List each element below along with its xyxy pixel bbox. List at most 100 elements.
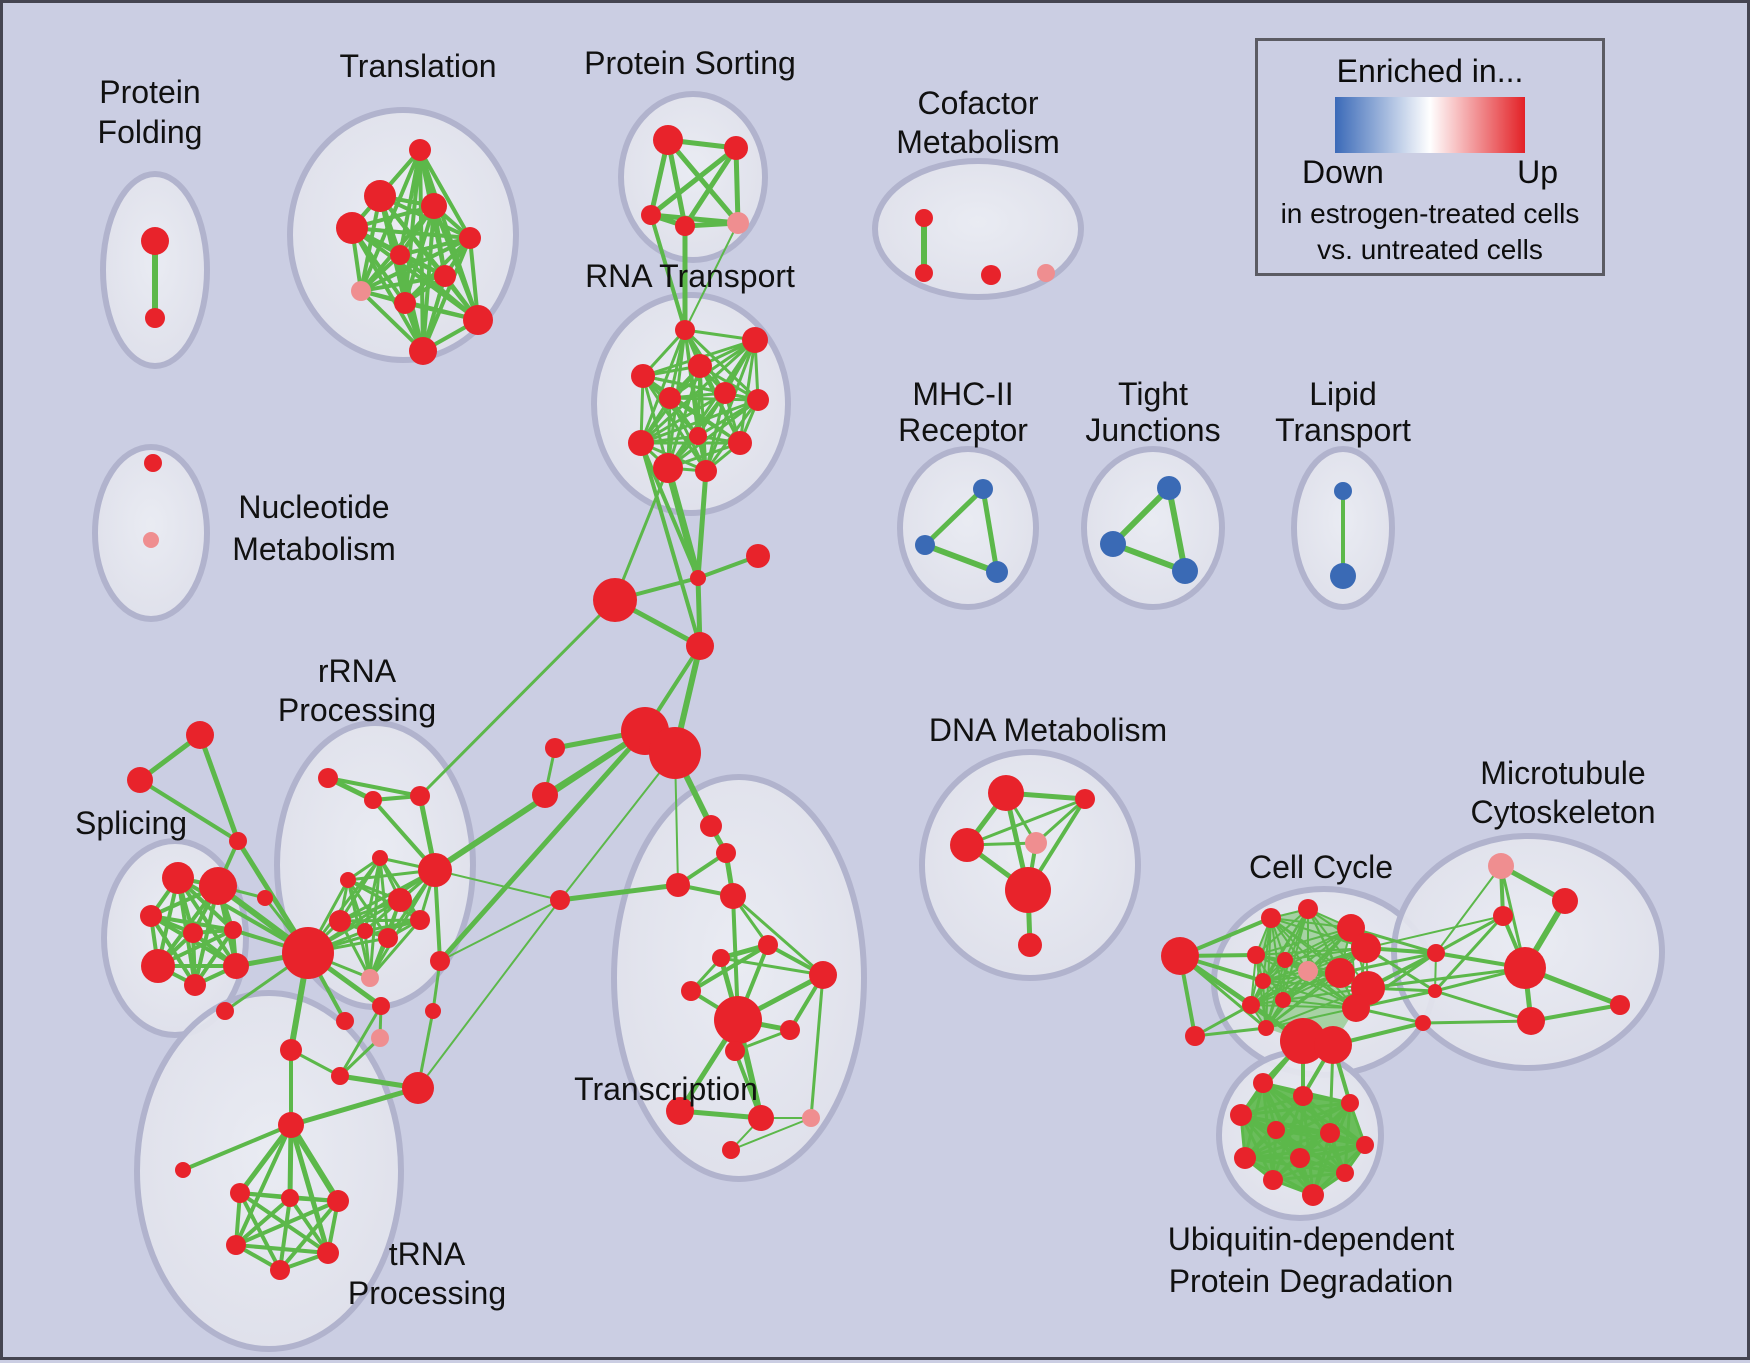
network-node-s1 <box>653 125 683 155</box>
network-node-cc6 <box>1351 933 1381 963</box>
network-edge-mt3-mt4 <box>1529 1003 1622 1023</box>
network-nodes-layer <box>127 125 1630 1280</box>
cluster-label-translation: Translation <box>339 48 496 84</box>
network-node-cc16 <box>1342 994 1370 1022</box>
cluster-label-trna-processing: tRNA Processing <box>348 1236 506 1311</box>
network-node-conn1 <box>550 890 570 910</box>
network-node-ta2 <box>716 843 736 863</box>
cluster-ellipse-tight-junctions <box>1081 446 1225 610</box>
network-node-r7 <box>659 387 681 409</box>
network-edge-t3-t10 <box>432 204 480 322</box>
network-node-u8 <box>1234 1147 1256 1169</box>
network-node-d1 <box>988 775 1024 811</box>
network-node-t6 <box>390 245 410 265</box>
network-edge-cc5-cc12 <box>1262 927 1352 982</box>
network-node-lone <box>175 1162 191 1178</box>
network-node-h5 <box>317 1242 339 1264</box>
network-edge-cc3-cc6 <box>1270 917 1367 949</box>
network-node-t9 <box>394 292 416 314</box>
network-node-s5 <box>727 212 749 234</box>
network-node-sl7 <box>184 974 206 996</box>
network-edge-cn1-mtp <box>1435 865 1502 954</box>
network-edge-s5-r1 <box>684 222 739 331</box>
network-edge-cc10-cc15 <box>1265 972 1341 1029</box>
network-edge-u10-u11 <box>1271 1171 1347 1182</box>
legend-scale-row: Down Up <box>1302 154 1558 191</box>
network-node-u4 <box>1230 1104 1252 1126</box>
network-edge-cc10-cc13 <box>1250 972 1341 1006</box>
network-edge-t7-t8 <box>359 274 447 293</box>
network-node-tx4 <box>712 949 730 967</box>
network-edge-h2-h6 <box>278 1196 292 1272</box>
network-edge-r2-r10 <box>738 338 757 445</box>
network-node-d6 <box>1018 933 1042 957</box>
network-edge-r12-sp1 <box>695 468 709 581</box>
network-edge-sl1-sl8 <box>176 876 238 968</box>
network-edge-tx5-tx12 <box>809 973 825 1120</box>
network-edge-th-h5 <box>288 1122 331 1256</box>
network-node-rr5 <box>340 872 356 888</box>
network-node-cc12 <box>1255 973 1271 989</box>
cluster-label-tight-junctions: Tight Junctions <box>1085 376 1220 448</box>
network-node-rr18 <box>336 1012 354 1030</box>
network-edge-cc11-cc12 <box>1262 980 1369 989</box>
network-edge-t3-t9 <box>403 204 436 305</box>
network-edge-t6-t10 <box>398 253 480 322</box>
network-node-r2 <box>742 327 768 353</box>
network-node-r10 <box>728 431 752 455</box>
network-node-cc3 <box>1261 908 1281 928</box>
network-node-h1 <box>230 1183 250 1203</box>
network-node-rr4 <box>372 850 388 866</box>
network-edge-tx1-conn1 <box>557 882 681 903</box>
network-node-d5 <box>1005 867 1051 913</box>
network-node-rr20 <box>280 1039 302 1061</box>
network-node-mt2 <box>1493 906 1513 926</box>
network-node-tx5 <box>809 961 837 989</box>
network-node-t4 <box>336 212 368 244</box>
cluster-label-protein-folding: Protein Folding <box>98 74 203 150</box>
network-edge-h1-h6 <box>238 1191 282 1272</box>
network-edge-cc2-cc15 <box>1193 1026 1268 1038</box>
network-edge-r1-r6 <box>683 328 760 402</box>
network-edge-tx2-tx5 <box>731 894 825 977</box>
network-node-rr15 <box>430 951 450 971</box>
cluster-label-protein-sorting: Protein Sorting <box>584 45 796 81</box>
network-edge-cc6-mt2 <box>1365 915 1504 949</box>
network-node-cc13 <box>1242 996 1260 1014</box>
network-node-rr11 <box>410 910 430 930</box>
cluster-label-transcription: Transcription <box>574 1071 758 1107</box>
network-node-rr19 <box>371 1029 389 1047</box>
cluster-label-cofactor-metabolism: Cofactor Metabolism <box>896 85 1060 160</box>
network-node-h2 <box>281 1189 299 1207</box>
network-edge-r11-sp1 <box>664 464 702 582</box>
network-edge-s1-s5 <box>665 137 741 226</box>
network-node-l2 <box>1330 563 1356 589</box>
network-edge-h3-h4 <box>234 1199 340 1247</box>
network-node-t5 <box>459 227 481 249</box>
network-node-t1 <box>409 139 431 161</box>
network-node-u7 <box>1356 1136 1374 1154</box>
network-node-sl5 <box>224 921 242 939</box>
legend-note-line2: vs. untreated cells <box>1317 234 1543 265</box>
network-node-cn3 <box>1415 1015 1431 1031</box>
network-node-rr1 <box>318 768 338 788</box>
network-edge-th-h4 <box>234 1123 293 1247</box>
network-edge-cc5-cc7 <box>1255 927 1352 956</box>
network-node-u1 <box>1253 1073 1273 1093</box>
network-edge-r7-r10 <box>668 396 742 445</box>
network-edge-sl5-sl7 <box>193 928 235 987</box>
network-edge-u6-u8 <box>1243 1131 1332 1160</box>
network-edge-s3-r1 <box>649 213 687 332</box>
network-node-cc1 <box>1161 937 1199 975</box>
network-node-sl3 <box>140 905 162 927</box>
network-node-sl6 <box>141 949 175 983</box>
network-node-sp6 <box>532 782 558 808</box>
network-node-u3 <box>1341 1094 1359 1112</box>
network-node-c1 <box>915 209 933 227</box>
network-edge-th-h1 <box>237 1122 294 1196</box>
network-node-u5 <box>1267 1121 1285 1139</box>
network-edge-conn1-rr6 <box>434 869 561 901</box>
network-node-rr21 <box>216 1002 234 1020</box>
network-node-rr3 <box>410 786 430 806</box>
network-edge-cc6-cc7 <box>1255 947 1367 956</box>
